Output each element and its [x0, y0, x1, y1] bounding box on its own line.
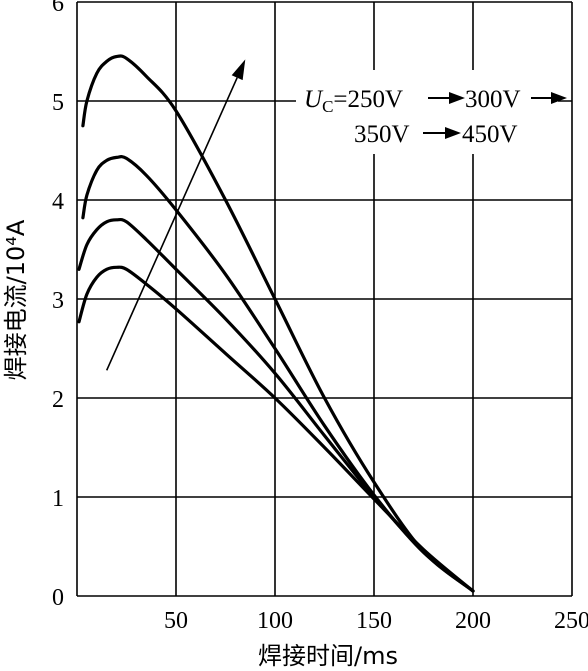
trend-arrow-head — [231, 59, 246, 81]
trend-arrow-shaft — [105, 77, 238, 371]
legend-arrow-2-head — [551, 92, 567, 104]
series-line-2 — [81, 155, 475, 593]
x-axis-title: 焊接时间/ms — [258, 642, 398, 670]
y-tick-label-4: 4 — [52, 189, 64, 215]
y-tick-label-3: 3 — [52, 288, 64, 314]
trend-arrow-group — [105, 59, 246, 371]
legend-voltage-4: 450V — [462, 121, 518, 148]
y-tick-label-5: 5 — [52, 90, 64, 116]
y-tick-label-0: 0 — [52, 585, 64, 611]
legend-u: U — [304, 86, 324, 113]
x-tick-label-2: 150 — [356, 608, 392, 634]
legend-arrow-1-head — [449, 92, 465, 104]
x-tick-label-0: 50 — [164, 608, 188, 634]
x-tick-label-1: 100 — [257, 608, 293, 634]
y-tick-label-2: 2 — [52, 387, 64, 413]
y-tick-label-1: 1 — [52, 486, 64, 512]
legend-u-subscript: C — [322, 97, 333, 116]
legend-box — [296, 70, 558, 154]
y-tick-label-6: 6 — [52, 0, 64, 17]
series-group — [77, 54, 475, 593]
legend-voltage-2: 300V — [465, 86, 521, 113]
legend-arrow-3-head — [445, 127, 461, 139]
x-tick-label-4: 250 — [554, 608, 588, 634]
x-tick-label-3: 200 — [455, 608, 491, 634]
series-line-3 — [81, 54, 475, 593]
legend-voltage-3: 350V — [354, 121, 410, 148]
legend-line-1: UC=250V — [304, 86, 403, 116]
legend-voltage-1: =250V — [333, 86, 403, 113]
tick-labels: 50 100 150 200 250 0 1 2 3 4 5 6 — [52, 0, 588, 634]
y-axis-title: 焊接电流/10⁴A — [2, 219, 30, 380]
legend-arrows — [423, 92, 567, 139]
